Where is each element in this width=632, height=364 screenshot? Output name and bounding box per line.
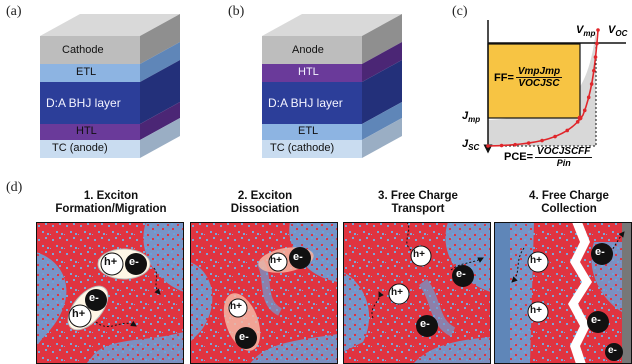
morphology-4 bbox=[494, 222, 632, 364]
morphology-3 bbox=[343, 222, 491, 364]
jv-curve-point bbox=[540, 138, 544, 143]
jv-curve-point bbox=[526, 141, 531, 145]
jv-curve-point bbox=[486, 144, 490, 148]
jv-curve-point bbox=[565, 128, 570, 133]
electron-label: e- bbox=[129, 256, 139, 268]
stack-b-layer-anode: Anode bbox=[292, 44, 324, 56]
panel-label-b: (b) bbox=[228, 4, 245, 19]
electron-label: e- bbox=[293, 251, 303, 263]
stack-a-layer-cathode: Cathode bbox=[62, 44, 104, 56]
hole-label: h+ bbox=[104, 256, 118, 268]
process-panel-4: h+ h+ e- e- e- bbox=[494, 222, 632, 364]
process-title-3: 3. Free Charge Transport bbox=[378, 190, 458, 215]
jv-curve-point bbox=[592, 68, 596, 73]
stack-a-layer-htl: HTL bbox=[76, 125, 97, 137]
jv-curve-panel: Vmp VOC Jmp JSC FF= VmpJmp VOCJSC PCE= V… bbox=[448, 0, 632, 170]
process-title-1: 1. Exciton Formation/Migration bbox=[55, 190, 167, 215]
hole-label: h+ bbox=[391, 287, 403, 298]
hole-label: h+ bbox=[270, 255, 282, 266]
stack-a-layer-tc: TC (anode) bbox=[52, 142, 108, 154]
stack-b-layer-htl: HTL bbox=[298, 66, 319, 78]
stack-a-layer-bhj: D:A BHJ layer bbox=[46, 96, 121, 110]
jv-curve-point bbox=[593, 55, 598, 59]
hole-label: h+ bbox=[72, 308, 86, 320]
device-stack-b: Anode HTL D:A BHJ layer ETL TC (cathode) bbox=[262, 14, 412, 174]
electron-label: e- bbox=[591, 314, 601, 326]
hole-label: h+ bbox=[230, 301, 242, 312]
process-panel-2: h+ e- h+ e- bbox=[190, 222, 338, 364]
j-sc-label: JSC bbox=[462, 138, 480, 153]
process-panel-1: h+ e- h+ e- bbox=[36, 222, 184, 364]
electron-label: e- bbox=[456, 268, 466, 280]
stack-b-layer-tc: TC (cathode) bbox=[270, 142, 335, 154]
stack-b-layer-etl: ETL bbox=[298, 125, 319, 137]
electron-label: e- bbox=[239, 331, 249, 343]
hole-label: h+ bbox=[413, 249, 425, 260]
stack-a-layer-etl: ETL bbox=[76, 66, 97, 78]
jv-curve-point bbox=[596, 28, 600, 32]
panel-label-c: (c) bbox=[452, 4, 468, 19]
morphology-1 bbox=[36, 222, 184, 364]
j-mp-label: Jmp bbox=[462, 110, 481, 125]
jv-curve-line bbox=[487, 29, 599, 147]
morphology-2 bbox=[190, 222, 338, 364]
jv-curve-point bbox=[513, 142, 517, 147]
jv-curve-point bbox=[586, 95, 591, 100]
jv-curve-point bbox=[582, 108, 587, 113]
ff-box bbox=[487, 43, 581, 119]
process-panel-3: h+ h+ e- e- bbox=[343, 222, 491, 364]
jv-curve-point bbox=[589, 82, 594, 86]
jv-curve-points bbox=[486, 28, 600, 148]
electron-label: e- bbox=[595, 246, 605, 258]
process-title-4: 4. Free Charge Collection bbox=[529, 190, 609, 215]
hole-label: h+ bbox=[530, 305, 542, 316]
jv-curve-point bbox=[553, 134, 557, 139]
electron-label: e- bbox=[89, 292, 99, 304]
jv-curve-point bbox=[595, 41, 599, 46]
process-title-2: 2. Exciton Dissociation bbox=[230, 190, 300, 215]
device-stack-b-graphic bbox=[262, 14, 402, 158]
device-stack-a-graphic bbox=[40, 14, 180, 158]
jv-curve-graphic bbox=[483, 20, 626, 154]
jv-curve-point bbox=[575, 120, 580, 124]
max-power-point bbox=[577, 115, 583, 121]
electron-label: e- bbox=[420, 318, 430, 330]
panel-label-a: (a) bbox=[6, 4, 22, 19]
jv-curve-point bbox=[499, 143, 504, 148]
pce-formula: PCE= VOCJSCFF Pin bbox=[504, 146, 593, 168]
stack-b-layer-bhj: D:A BHJ layer bbox=[268, 96, 343, 110]
ff-formula: FF= VmpJmp VOCJSC bbox=[494, 66, 563, 89]
device-stack-a: Cathode ETL D:A BHJ layer HTL TC (anode) bbox=[40, 14, 190, 174]
v-oc-label: VOC bbox=[608, 24, 628, 39]
v-mp-label: Vmp bbox=[576, 24, 596, 39]
panel-label-d: (d) bbox=[6, 180, 23, 195]
electron-label: e- bbox=[608, 345, 617, 356]
hole-label: h+ bbox=[530, 255, 542, 266]
